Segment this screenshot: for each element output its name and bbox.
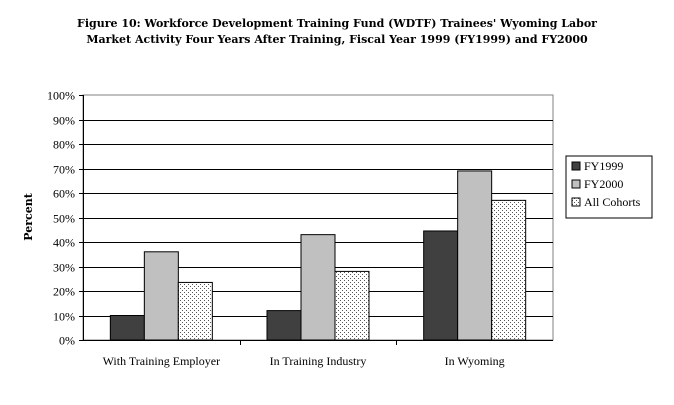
chart-title-line-1: Figure 10: Workforce Development Trainin… — [77, 17, 597, 30]
legend-swatch — [571, 179, 581, 189]
legend-label: FY1999 — [584, 159, 623, 173]
y-tick-label: 60% — [53, 187, 75, 201]
legend: FY1999 FY2000 All Cohorts — [565, 155, 653, 219]
y-tick-label: 40% — [53, 236, 75, 250]
bar-all-cohorts — [491, 199, 527, 341]
bar-all-cohorts — [334, 270, 370, 341]
y-tick-label: 100% — [47, 89, 75, 103]
legend-swatch — [571, 197, 581, 207]
y-tick-label: 30% — [53, 261, 75, 275]
bar-fy1999 — [109, 315, 145, 341]
y-axis-label: Percent — [22, 192, 35, 240]
legend-label: All Cohorts — [584, 195, 641, 209]
y-tick-label: 90% — [53, 114, 75, 128]
y-tick-label: 80% — [53, 138, 75, 152]
legend-label: FY2000 — [584, 177, 623, 191]
y-tick-label: 70% — [53, 163, 75, 177]
y-tick-label: 0% — [59, 334, 75, 348]
bar-fy2000 — [143, 251, 179, 341]
x-category-label: With Training Employer — [103, 354, 221, 368]
legend-swatch — [571, 161, 581, 171]
y-tick-label: 50% — [53, 212, 75, 226]
x-category-label: In Training Industry — [270, 354, 367, 368]
bar-all-cohorts — [177, 281, 213, 341]
bar-fy2000 — [300, 234, 336, 341]
y-tick-label: 20% — [53, 285, 75, 299]
x-category-label: In Wyoming — [445, 354, 505, 368]
bar-fy1999 — [266, 310, 302, 341]
bar-fy2000 — [457, 170, 493, 341]
y-tick-label: 10% — [53, 310, 75, 324]
bar-fy1999 — [423, 230, 459, 341]
chart-title: Figure 10: Workforce Development Trainin… — [0, 16, 674, 48]
chart-title-line-2: Market Activity Four Years After Trainin… — [86, 33, 588, 46]
